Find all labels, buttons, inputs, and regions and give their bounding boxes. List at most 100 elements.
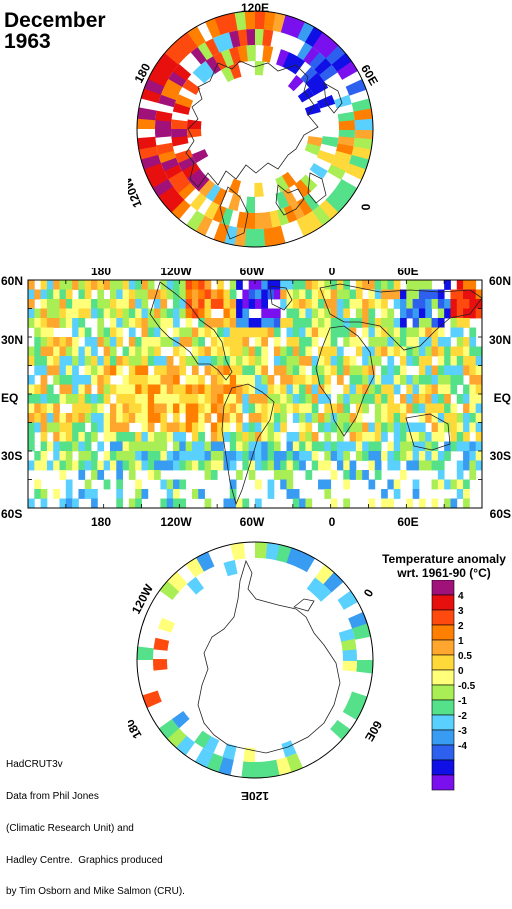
anomaly-cell [292, 327, 300, 338]
anomaly-cell [185, 280, 193, 290]
legend-color-box [431, 594, 455, 611]
anomaly-cell [166, 489, 174, 499]
anomaly-cell [273, 280, 281, 290]
anomaly-cell [135, 460, 142, 471]
anomaly-cell [46, 289, 54, 300]
polar-anomaly-cell [205, 17, 222, 39]
polar-anomaly-cell [345, 163, 366, 180]
anomaly-cell [198, 327, 205, 338]
anomaly-cell [185, 318, 193, 328]
polar-anomaly-cell [172, 102, 191, 115]
anomaly-cell [381, 403, 388, 414]
global-left-lat-labels: 60N 30N EQ 30S 60S [1, 274, 23, 521]
anomaly-cell [204, 498, 212, 508]
anomaly-cell [116, 413, 123, 423]
anomaly-cell [343, 498, 350, 508]
anomaly-cell [242, 299, 250, 309]
anomaly-cell [185, 356, 193, 366]
anomaly-cell [286, 299, 294, 309]
anomaly-cell [362, 384, 369, 395]
anomaly-cell [223, 413, 231, 423]
anomaly-cell [305, 413, 313, 423]
polar-anomaly-cell [330, 719, 351, 740]
anomaly-cell [425, 318, 432, 328]
anomaly-cell [236, 375, 243, 385]
global-anomaly-cells [28, 280, 482, 508]
anomaly-cell [46, 394, 54, 404]
anomaly-cell [109, 365, 117, 376]
anomaly-cell [242, 460, 250, 471]
anomaly-cell [292, 489, 300, 499]
anomaly-cell [78, 346, 86, 357]
anomaly-cell [236, 318, 243, 328]
polar-anomaly-cell [167, 571, 188, 592]
anomaly-cell [450, 498, 458, 508]
anomaly-cell [185, 384, 193, 395]
anomaly-cell [135, 346, 142, 357]
anomaly-cell [84, 299, 92, 309]
anomaly-cell [330, 413, 338, 423]
polar-anomaly-cell [198, 179, 216, 197]
anomaly-cell [305, 451, 313, 461]
south-coastlines [197, 559, 341, 754]
anomaly-cell [437, 460, 445, 471]
anomaly-cell [217, 403, 224, 414]
anomaly-cell [109, 289, 117, 300]
anomaly-cell [185, 394, 193, 404]
anomaly-cell [59, 441, 67, 452]
anomaly-cell [34, 403, 42, 414]
anomaly-cell [46, 460, 54, 471]
anomaly-cell [78, 432, 86, 442]
polar-anomaly-cell [143, 162, 165, 179]
anomaly-cell [267, 422, 275, 433]
anomaly-cell [469, 356, 477, 366]
north-label-bottom-left: 120W [128, 175, 145, 210]
polar-anomaly-cell [294, 179, 312, 198]
anomaly-cell [173, 498, 180, 508]
anomaly-cell [40, 498, 48, 508]
polar-anomaly-cell [352, 623, 371, 640]
anomaly-cell [223, 422, 231, 433]
anomaly-cell [78, 308, 86, 319]
anomaly-cell [324, 318, 332, 328]
anomaly-cell [292, 289, 300, 300]
polar-anomaly-cell [175, 735, 196, 756]
anomaly-cell [147, 308, 155, 319]
global-coastlines [149, 281, 482, 506]
anomaly-cell [412, 489, 420, 499]
anomaly-cell [387, 356, 395, 366]
polar-anomaly-cell [342, 649, 357, 662]
anomaly-cell [154, 299, 161, 309]
anomaly-cell [141, 365, 149, 376]
anomaly-cell [286, 308, 294, 319]
anomaly-cell [154, 384, 161, 395]
anomaly-cell [103, 308, 111, 319]
anomaly-cell [311, 375, 319, 385]
anomaly-cell [53, 394, 60, 404]
anomaly-cell [261, 460, 269, 471]
anomaly-cell [406, 403, 414, 414]
anomaly-cell [97, 337, 105, 347]
anomaly-cell [103, 384, 111, 395]
anomaly-cell [59, 451, 67, 461]
anomaly-cell [305, 289, 313, 300]
anomaly-cell [280, 394, 287, 404]
anomaly-cell [116, 318, 123, 328]
anomaly-cell [160, 394, 168, 404]
anomaly-cell [28, 280, 35, 290]
polar-anomaly-cell [187, 128, 202, 138]
anomaly-cell [179, 460, 187, 471]
anomaly-cell [141, 318, 149, 328]
anomaly-cell [324, 299, 332, 309]
anomaly-cell [324, 441, 332, 452]
polar-anomaly-cell [228, 63, 242, 80]
anomaly-cell [40, 337, 48, 347]
anomaly-cell [109, 299, 117, 309]
anomaly-cell [185, 460, 193, 471]
polar-anomaly-cell [268, 210, 281, 228]
anomaly-cell [267, 403, 275, 414]
anomaly-cell [236, 327, 243, 338]
anomaly-cell [381, 299, 388, 309]
anomaly-cell [84, 375, 92, 385]
anomaly-cell [273, 432, 281, 442]
